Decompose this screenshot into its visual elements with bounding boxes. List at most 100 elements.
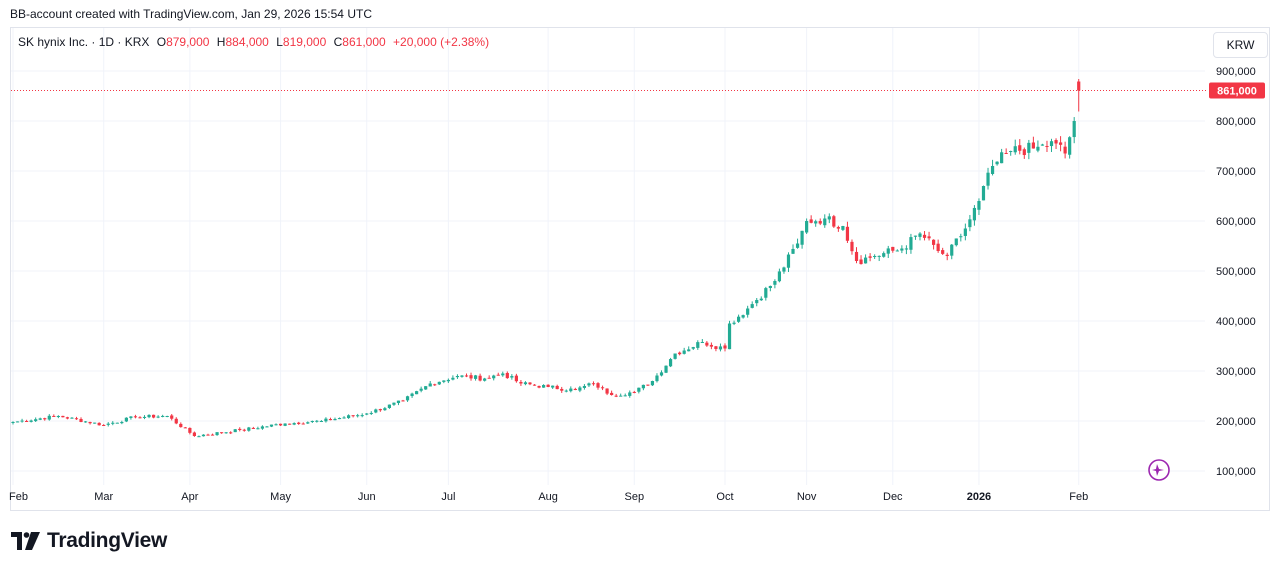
candle-body [306, 422, 310, 424]
candle [11, 421, 15, 425]
candle-body [70, 417, 74, 419]
candle-body [210, 434, 215, 436]
candle [904, 245, 908, 255]
candle [954, 238, 958, 247]
candle-body [641, 384, 645, 389]
candle-body [1049, 141, 1054, 147]
candle [773, 279, 777, 289]
candle-body [795, 243, 800, 248]
candle-body [551, 385, 555, 388]
candle [1068, 136, 1072, 159]
candle [161, 414, 165, 418]
candle-body [319, 421, 323, 422]
candle-body [356, 415, 360, 417]
candle-body [1018, 145, 1022, 151]
last-price-tag [1209, 82, 1265, 99]
y-tick-label: 600,000 [1216, 216, 1256, 228]
candle [360, 413, 364, 418]
candle [537, 385, 541, 389]
candle [564, 389, 568, 393]
candle [233, 428, 237, 433]
candle [532, 384, 537, 386]
candle [25, 419, 29, 423]
candle [328, 417, 333, 421]
candle-body [891, 246, 895, 251]
candle-body [170, 415, 174, 419]
candle [814, 219, 818, 227]
candle-body [1000, 152, 1004, 164]
currency-button[interactable]: KRW [1213, 32, 1268, 58]
candle-body [401, 400, 405, 402]
candle [650, 380, 655, 387]
candle-body [56, 416, 60, 417]
candle [29, 419, 33, 423]
candle [43, 417, 47, 421]
tradingview-logo-icon [11, 532, 40, 550]
candle [310, 420, 314, 424]
candle [859, 255, 863, 265]
candle [882, 251, 886, 258]
candle-body [600, 387, 605, 389]
candle-body [687, 349, 691, 352]
candle [850, 239, 854, 255]
candle-body [1077, 81, 1081, 91]
candle-body [278, 423, 283, 426]
candle-body [700, 342, 704, 343]
candle [433, 383, 437, 386]
last-price-tag-text: 861,000 [1217, 86, 1257, 98]
candle [628, 390, 632, 398]
low-label: L [276, 35, 283, 49]
candle [337, 417, 342, 420]
candle-body [47, 415, 51, 420]
candle-body [20, 420, 24, 422]
candle [124, 417, 128, 423]
candle [206, 433, 210, 436]
candle [523, 381, 528, 386]
candle [573, 387, 577, 391]
candle-body [242, 429, 246, 431]
candle-body [324, 418, 328, 422]
candle [696, 340, 700, 350]
candle [142, 415, 147, 420]
candle [1027, 139, 1031, 160]
candle [922, 231, 927, 241]
candle [1063, 141, 1067, 159]
candle-body [659, 372, 664, 376]
candle-body [383, 408, 387, 411]
candle [1077, 79, 1081, 112]
ai-assistant-icon[interactable] [1148, 459, 1170, 481]
high-value: 884,000 [225, 35, 269, 49]
candle-body [256, 428, 260, 430]
candle-body [446, 379, 450, 382]
candle-body [215, 432, 219, 436]
candle [551, 385, 555, 389]
candle [800, 230, 804, 249]
candle [147, 414, 151, 419]
candle [464, 373, 469, 378]
candle-body [79, 418, 83, 422]
candle-body [288, 423, 292, 425]
candle-body [863, 257, 868, 264]
candle-body [251, 427, 255, 429]
symbol-label[interactable]: SK hynix Inc. · 1D · KRX [18, 35, 150, 49]
candle-body [877, 255, 881, 257]
candle-body [346, 415, 351, 419]
candle-body [610, 392, 614, 395]
candle-body [909, 237, 913, 250]
candle-body [342, 417, 346, 419]
candle [755, 297, 759, 307]
candle [836, 225, 840, 232]
candle [995, 161, 999, 166]
candle-body [705, 342, 709, 346]
candle-body [220, 432, 224, 434]
tradingview-logo[interactable]: TradingView [11, 529, 167, 553]
candle [555, 384, 559, 390]
candle [986, 167, 990, 190]
candle [963, 223, 967, 241]
candle [782, 266, 786, 274]
candle-body [841, 226, 845, 230]
candle-body [25, 421, 29, 423]
candle-body [315, 420, 319, 422]
candle [886, 245, 890, 259]
